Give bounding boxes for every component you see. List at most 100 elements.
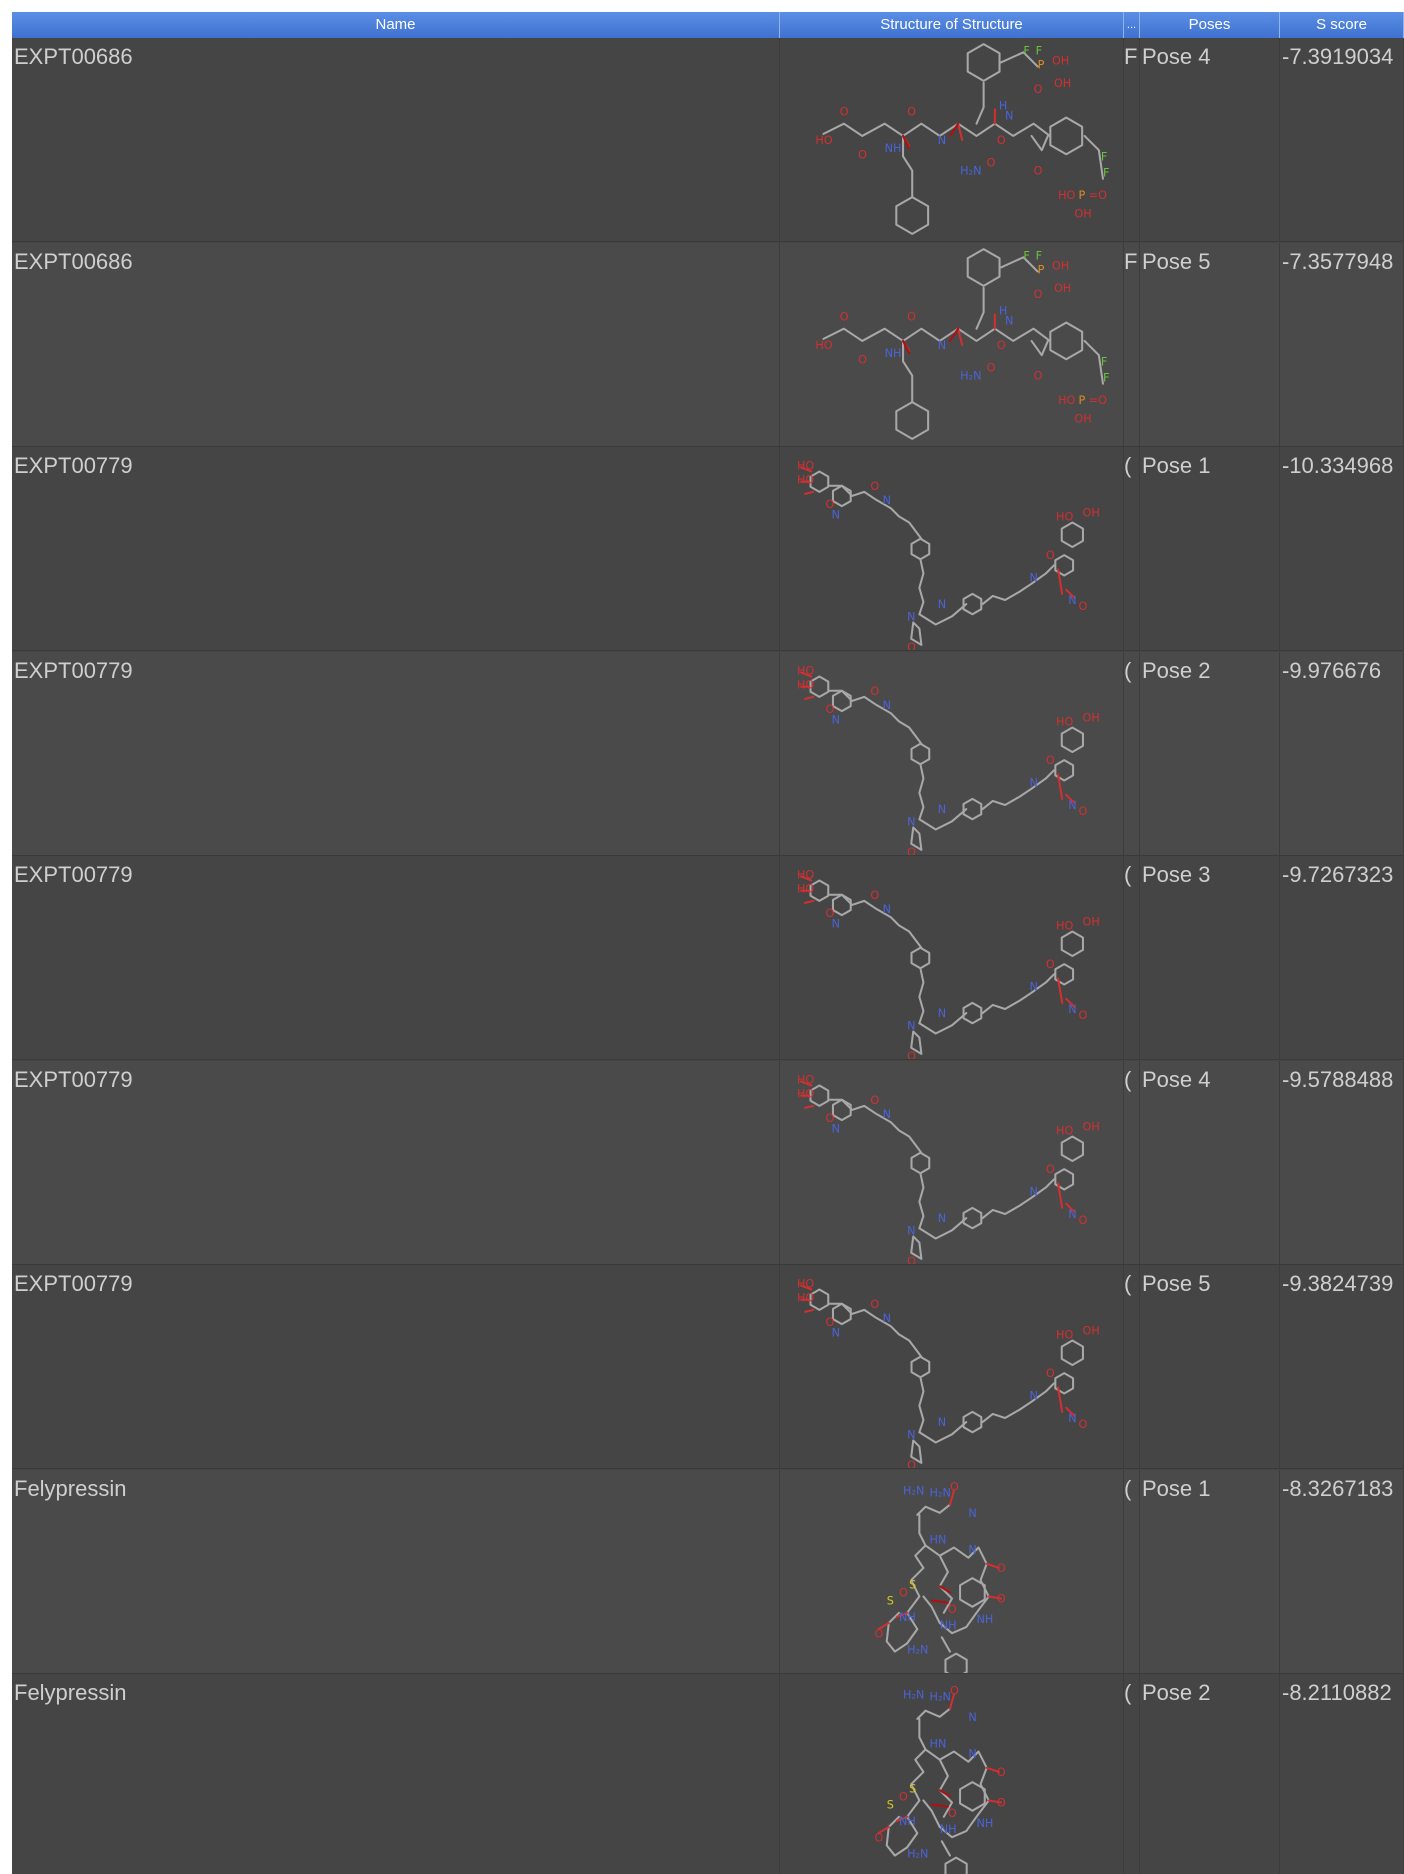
name-cell[interactable]: EXPT00779 [12, 651, 780, 855]
collapsed-column-cell[interactable]: ( [1124, 651, 1140, 855]
svg-text:O: O [870, 1298, 879, 1311]
collapsed-column-cell[interactable]: ( [1124, 1469, 1140, 1673]
svg-text:O: O [1078, 1009, 1087, 1022]
collapsed-column-text: ( [1124, 862, 1132, 887]
svg-text:H: H [999, 99, 1007, 112]
svg-text:O: O [1078, 1418, 1087, 1431]
svg-text:O: O [1046, 1367, 1055, 1380]
structure-cell[interactable]: HO HO O O N N N N N O HO OH N O O [780, 856, 1124, 1059]
structure-cell[interactable]: HO HO O O N N N N N O HO OH N O O [780, 651, 1124, 855]
structure-cell[interactable]: H₂N H₂N O N HN N O O NH O S S NH O H₂N NH O [780, 1469, 1124, 1673]
s-score-cell[interactable]: -8.3267183 [1280, 1469, 1404, 1673]
name-cell[interactable]: Felypressin [12, 1674, 780, 1874]
svg-text:O: O [826, 1112, 835, 1125]
collapsed-column-cell[interactable]: ( [1124, 1265, 1140, 1468]
svg-text:NH: NH [899, 1610, 916, 1623]
table-header: Name Structure of Structure ... Poses S … [12, 12, 1404, 38]
svg-text:N: N [938, 1416, 946, 1429]
svg-text:H₂N: H₂N [903, 1688, 924, 1701]
table-row[interactable]: EXPT00779 HO HO O O N N N N N O HO OH N O O(Pose 2 -9.97… [12, 651, 1404, 856]
collapsed-column-cell[interactable]: ( [1124, 1674, 1140, 1874]
collapsed-column-cell[interactable]: F [1124, 242, 1140, 446]
name-cell[interactable]: EXPT00779 [12, 447, 780, 650]
pose-cell[interactable]: Pose 5 [1140, 1265, 1280, 1468]
svg-text:S: S [887, 1799, 894, 1812]
table-row[interactable]: Felypressin H₂N H₂N O N HN N O O NH O S S NH O H₂N NH O(P… [12, 1674, 1404, 1874]
s-score-value: -9.976676 [1282, 657, 1382, 683]
svg-text:HN: HN [930, 1737, 947, 1750]
name-cell[interactable]: EXPT00779 [12, 1060, 780, 1264]
s-score-cell[interactable]: -7.3919034 [1280, 38, 1404, 241]
svg-text:HO: HO [1058, 394, 1075, 407]
table-row[interactable]: Felypressin H₂N H₂N O N HN N O O NH O S S NH O H₂N NH O(P… [12, 1469, 1404, 1674]
pose-cell[interactable]: Pose 5 [1140, 242, 1280, 446]
s-score-value: -10.334968 [1282, 453, 1394, 478]
s-score-cell[interactable]: -9.3824739 [1280, 1265, 1404, 1468]
collapsed-column-cell[interactable]: F [1124, 38, 1140, 241]
structure-cell[interactable]: HO O O NH O N H N H₂N O O O F F P OH OH O F F HO P =O OH [780, 242, 1124, 446]
name-cell[interactable]: Felypressin [12, 1469, 780, 1673]
pose-cell[interactable]: Pose 2 [1140, 651, 1280, 855]
s-score-cell[interactable]: -7.3577948 [1280, 242, 1404, 446]
s-score-cell[interactable]: -9.7267323 [1280, 856, 1404, 1059]
svg-text:NH: NH [885, 142, 902, 155]
pose-cell[interactable]: Pose 4 [1140, 1060, 1280, 1264]
pose-cell[interactable]: Pose 2 [1140, 1674, 1280, 1874]
svg-text:O: O [987, 157, 996, 170]
s-score-cell[interactable]: -9.5788488 [1280, 1060, 1404, 1264]
pose-label: Pose 4 [1142, 44, 1211, 69]
table-row[interactable]: EXPT00779 HO HO O O N N N N N O HO OH N O O(Pose 1 -10.3… [12, 447, 1404, 651]
name-cell[interactable]: EXPT00686 [12, 38, 780, 241]
structure-cell[interactable]: HO HO O O N N N N N O HO OH N O O [780, 1060, 1124, 1264]
column-header-collapsed[interactable]: ... [1124, 12, 1140, 38]
table-row[interactable]: EXPT00686 HO O O NH O N H N H₂N O O O F F P OH OH O F F HO P =O… [12, 242, 1404, 447]
table-row[interactable]: EXPT00779 HO HO O O N N N N N O HO OH N O O(Pose 4 -9.57… [12, 1060, 1404, 1265]
svg-text:N: N [1005, 110, 1013, 123]
svg-text:N: N [832, 1122, 840, 1135]
svg-text:O: O [1034, 288, 1043, 301]
svg-text:N: N [1030, 1185, 1038, 1198]
column-header-s-score[interactable]: S score [1280, 12, 1404, 38]
collapsed-column-text: ( [1124, 1475, 1132, 1501]
svg-text:O: O [870, 480, 879, 493]
name-cell[interactable]: EXPT00779 [12, 1265, 780, 1468]
column-header-structure[interactable]: Structure of Structure [780, 12, 1124, 38]
pose-label: Pose 1 [1142, 453, 1211, 478]
s-score-value: -9.5788488 [1282, 1066, 1394, 1092]
name-cell[interactable]: EXPT00686 [12, 242, 780, 446]
collapsed-column-cell[interactable]: ( [1124, 856, 1140, 1059]
name-cell[interactable]: EXPT00779 [12, 856, 780, 1059]
svg-text:NH: NH [885, 347, 902, 360]
structure-cell[interactable]: HO HO O O N N N N N O HO OH N O O [780, 447, 1124, 650]
s-score-cell[interactable]: -10.334968 [1280, 447, 1404, 650]
structure-cell[interactable]: HO O O NH O N H N H₂N O O O F F P OH OH O F F HO P =O OH [780, 38, 1124, 241]
svg-text:O: O [1046, 549, 1055, 562]
pose-cell[interactable]: Pose 1 [1140, 447, 1280, 650]
collapsed-column-cell[interactable]: ( [1124, 447, 1140, 650]
svg-text:HO: HO [1056, 715, 1073, 728]
svg-text:N: N [907, 1019, 915, 1032]
table-row[interactable]: EXPT00779 HO HO O O N N N N N O HO OH N O O(Pose 3 -9.72… [12, 856, 1404, 1060]
table-row[interactable]: EXPT00686 HO O O NH O N H N H₂N O O O F F P OH OH O F F HO P =O… [12, 38, 1404, 242]
column-header-name[interactable]: Name [12, 12, 780, 38]
column-header-poses[interactable]: Poses [1140, 12, 1280, 38]
svg-text:NH: NH [940, 1823, 957, 1836]
pose-cell[interactable]: Pose 3 [1140, 856, 1280, 1059]
pose-cell[interactable]: Pose 4 [1140, 38, 1280, 241]
svg-text:HO: HO [815, 339, 832, 352]
structure-cell[interactable]: HO HO O O N N N N N O HO OH N O O [780, 1265, 1124, 1468]
table-row[interactable]: EXPT00779 HO HO O O N N N N N O HO OH N O O(Pose 5 -9.38… [12, 1265, 1404, 1469]
structure-cell[interactable]: H₂N H₂N O N HN N O O NH O S S NH O H₂N NH O [780, 1674, 1124, 1874]
s-score-cell[interactable]: -9.976676 [1280, 651, 1404, 855]
pose-label: Pose 4 [1142, 1066, 1211, 1092]
svg-text:O: O [1046, 754, 1055, 767]
svg-text:P: P [1078, 189, 1085, 202]
pose-cell[interactable]: Pose 1 [1140, 1469, 1280, 1673]
svg-text:O: O [1034, 165, 1043, 178]
collapsed-column-cell[interactable]: ( [1124, 1060, 1140, 1264]
s-score-cell[interactable]: -8.2110882 [1280, 1674, 1404, 1874]
svg-text:N: N [1030, 1390, 1038, 1403]
svg-text:O: O [874, 1627, 883, 1640]
